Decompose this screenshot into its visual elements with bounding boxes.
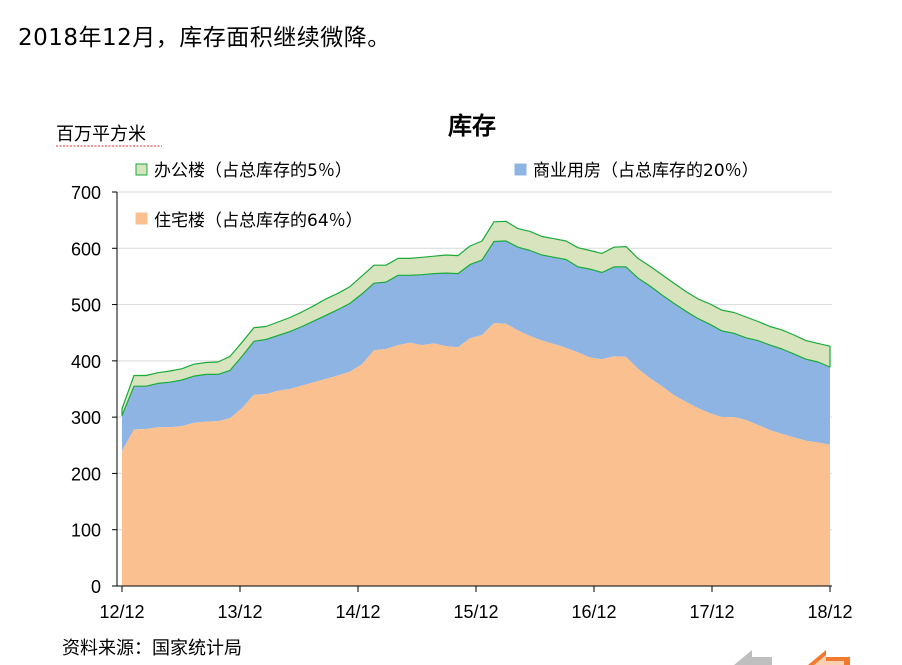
area-office-outline [121,220,831,417]
y-tick-label: 600 [71,239,101,259]
source-note: 资料来源：国家统计局 [62,638,242,659]
x-tick-label: 14/12 [335,602,380,622]
y-tick-label: 100 [71,521,101,541]
legend-label-commercial: 商业用房（占总库存的20％） [533,161,759,181]
page-headline: 2018年12月，库存面积继续微降。 [18,25,391,51]
area-commercial [122,241,830,451]
legend-swatch-office [135,163,148,176]
legend: 办公楼（占总库存的5％） 商业用房（占总库存的20％） 住宅楼（占总库存的64％… [135,161,759,231]
area-residential [122,323,830,586]
next-slide-arrow-icon[interactable] [804,648,854,665]
x-tick-label: 13/12 [217,602,262,622]
x-axis-ticks: 12/12 13/12 14/12 15/12 16/12 17/12 18/12 [99,586,853,622]
y-tick-label: 700 [71,183,101,203]
previous-slide-arrow-icon[interactable] [732,648,776,665]
y-axis-ticks: 0 100 200 300 400 500 600 700 [71,183,117,597]
legend-item-residential: 住宅楼（占总库存的64％） [135,211,363,231]
x-tick-label: 16/12 [571,602,616,622]
legend-swatch-commercial [514,163,527,176]
y-tick-label: 500 [71,296,101,316]
legend-item-office: 办公楼（占总库存的5％） [135,161,352,181]
x-tick-label: 15/12 [453,602,498,622]
legend-swatch-residential [135,212,148,225]
legend-label-office: 办公楼（占总库存的5％） [154,161,352,181]
y-axis-label: 百万平方米 [56,124,146,145]
legend-item-commercial: 商业用房（占总库存的20％） [514,161,759,181]
legend-label-residential: 住宅楼（占总库存的64％） [154,211,363,231]
y-tick-label: 200 [71,464,101,484]
chart-title: 库存 [448,112,496,140]
area-series [121,220,831,586]
y-tick-label: 300 [71,408,101,428]
y-tick-label: 400 [71,352,101,372]
area-office [122,221,830,416]
x-tick-label: 17/12 [689,602,734,622]
stacked-area-chart: 库存 百万平方米 办公楼（占总库存的5％） 商业用房（占总库存的20％） 住宅楼… [56,112,853,622]
slide-nav [730,648,902,665]
x-tick-label: 18/12 [807,602,852,622]
x-tick-label: 12/12 [99,602,144,622]
y-tick-label: 0 [91,577,101,597]
